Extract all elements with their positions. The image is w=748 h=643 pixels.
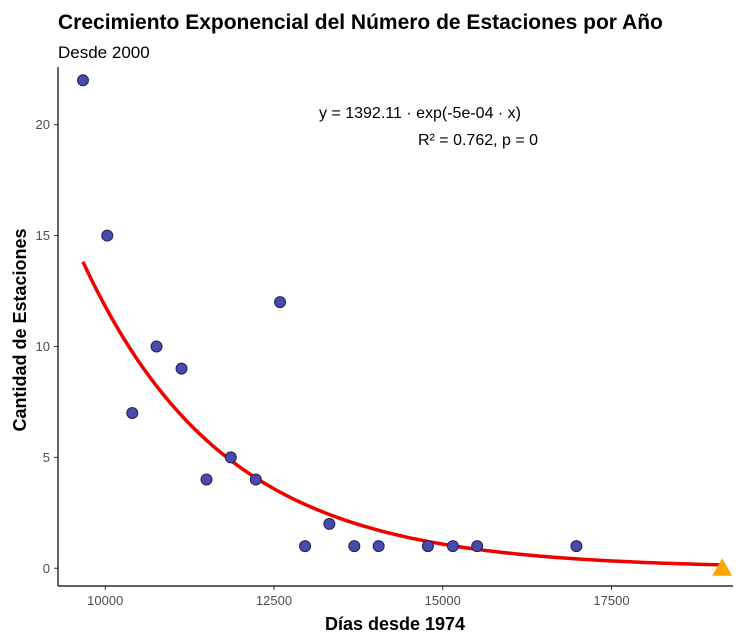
fit-equation: y = 1392.11 · exp(-5e-04 · x) xyxy=(319,105,521,122)
chart-title: Crecimiento Exponencial del Número de Es… xyxy=(58,11,663,34)
data-point xyxy=(446,540,459,553)
chart-subtitle: Desde 2000 xyxy=(58,43,150,62)
data-point xyxy=(323,517,336,530)
x-tick-label: 15000 xyxy=(425,593,461,608)
data-point xyxy=(175,362,188,375)
y-tick-label: 5 xyxy=(43,450,50,465)
data-point xyxy=(348,540,361,553)
data-point xyxy=(570,540,583,553)
x-tick-label: 12500 xyxy=(256,593,292,608)
data-point xyxy=(76,74,89,87)
x-axis-title: Días desde 1974 xyxy=(325,614,465,634)
data-point xyxy=(372,540,385,553)
data-points xyxy=(76,74,583,553)
x-axis-ticks: 10000 12500 15000 17500 xyxy=(87,586,630,608)
y-axis-title: Cantidad de Estaciones xyxy=(10,228,30,431)
data-point xyxy=(249,473,262,486)
data-point xyxy=(101,229,114,242)
y-tick-label: 0 xyxy=(43,561,50,576)
fit-stats: R² = 0.762, p = 0 xyxy=(418,132,538,149)
x-tick-label: 17500 xyxy=(593,593,629,608)
data-point xyxy=(471,540,484,553)
data-point xyxy=(299,540,312,553)
data-point xyxy=(150,340,163,353)
data-point xyxy=(224,451,237,464)
x-tick-label: 10000 xyxy=(87,593,123,608)
y-tick-label: 15 xyxy=(36,228,50,243)
y-tick-label: 10 xyxy=(36,339,50,354)
data-point xyxy=(200,473,213,486)
y-axis-ticks: 0 5 10 15 20 xyxy=(36,117,58,576)
fit-curve xyxy=(81,261,723,567)
data-point xyxy=(274,296,287,309)
data-point xyxy=(421,540,434,553)
y-tick-label: 20 xyxy=(36,117,50,132)
data-point xyxy=(126,407,139,419)
highlight-triangle-marker xyxy=(712,558,733,576)
